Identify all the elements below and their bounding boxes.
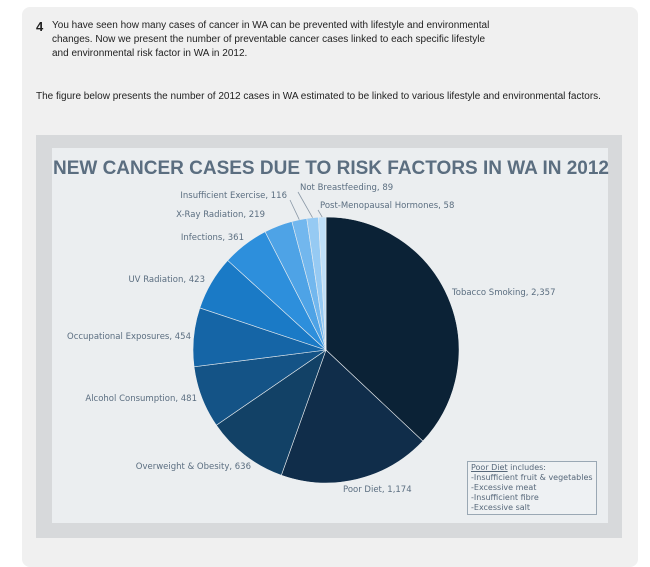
pie-slice-post-menopausal-hormones bbox=[318, 216, 327, 351]
leader-line bbox=[297, 191, 313, 218]
chart-title: NEW CANCER CASES DUE TO RISK FACTORS IN … bbox=[53, 158, 609, 179]
pie-chart: NEW CANCER CASES DUE TO RISK FACTORS IN … bbox=[53, 158, 609, 495]
slice-label: Insufficient Exercise, 116 bbox=[180, 191, 287, 201]
poor-diet-note: Poor Diet includes: -Insufficient fruit … bbox=[467, 461, 597, 515]
note-title-suffix: includes: bbox=[507, 463, 546, 472]
question-text: You have seen how many cases of cancer i… bbox=[52, 20, 490, 59]
slice-label: Tobacco Smoking, 2,357 bbox=[451, 288, 555, 298]
figure-caption: The figure below presents the number of … bbox=[36, 91, 601, 102]
slice-label: Poor Diet, 1,174 bbox=[343, 485, 412, 495]
slice-label: Overweight & Obesity, 636 bbox=[136, 462, 251, 472]
slice-label: Occupational Exposures, 454 bbox=[67, 332, 191, 342]
slice-label: UV Radiation, 423 bbox=[128, 275, 205, 285]
slice-label: Post-Menopausal Hormones, 58 bbox=[320, 201, 454, 211]
note-item: -Excessive meat bbox=[471, 483, 537, 492]
slice-label: Infections, 361 bbox=[181, 233, 244, 243]
slice-label: X-Ray Radiation, 219 bbox=[176, 210, 265, 220]
pie-slice-tobacco-smoking bbox=[325, 216, 460, 442]
question-number: 4 bbox=[36, 19, 44, 34]
note-title: Poor Diet bbox=[471, 463, 508, 472]
pie-slice-overweight-obesity bbox=[215, 349, 327, 476]
slice-label: Alcohol Consumption, 481 bbox=[85, 394, 197, 404]
leader-line bbox=[289, 199, 300, 220]
slice-label: Not Breastfeeding, 89 bbox=[300, 183, 393, 193]
note-item: -Insufficient fibre bbox=[471, 493, 539, 502]
note-item: -Insufficient fruit & vegetables bbox=[471, 473, 593, 482]
note-item: -Excessive salt bbox=[471, 503, 531, 512]
leader-line bbox=[317, 209, 323, 218]
pie-slice-poor-diet bbox=[280, 349, 424, 484]
